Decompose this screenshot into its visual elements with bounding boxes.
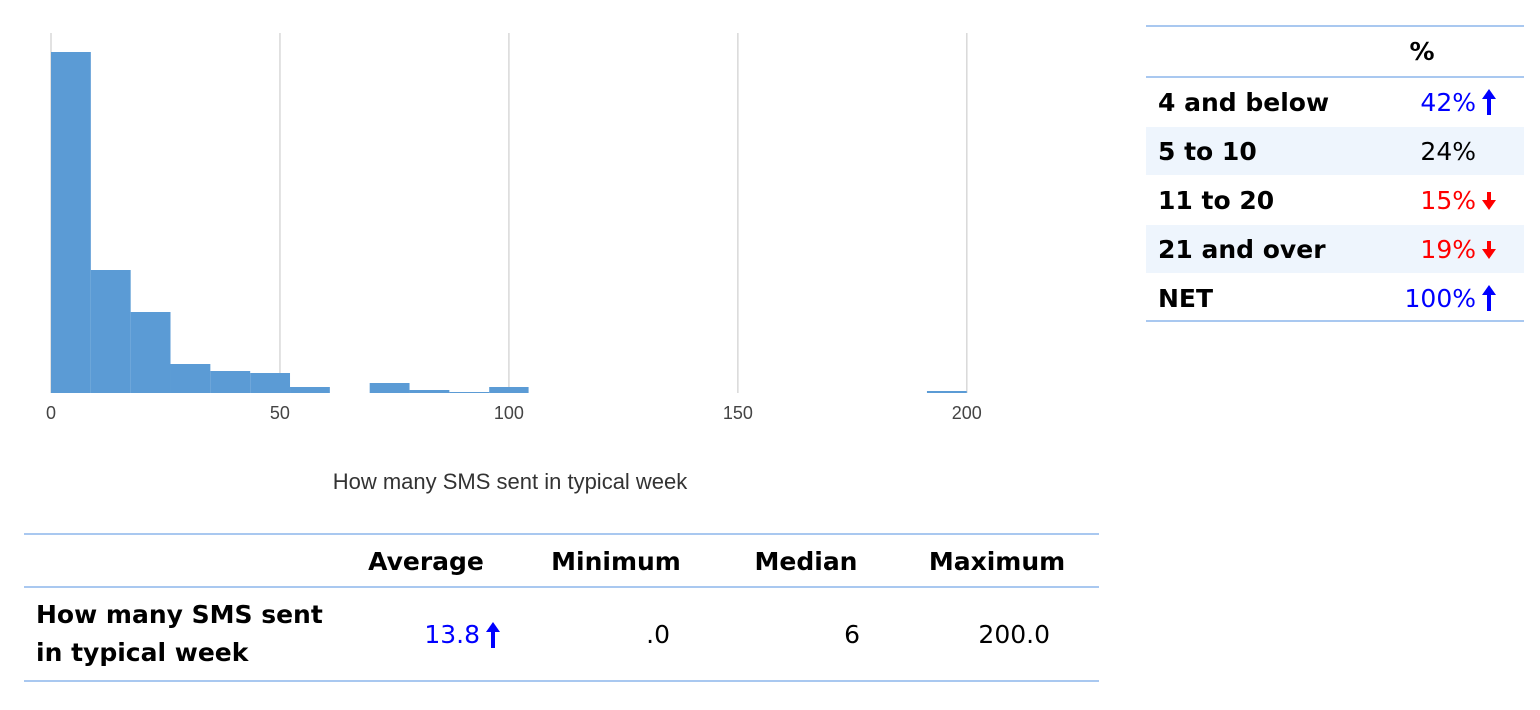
x-tick-label: 100 <box>494 403 524 423</box>
trend-arrow <box>1482 192 1496 210</box>
histogram: How many SMS sent in typical week 0 50 100… <box>46 33 982 494</box>
arrow-shape <box>1482 192 1496 210</box>
cell-value: 6 <box>844 619 860 649</box>
bar <box>170 364 211 393</box>
x-axis-label: How many SMS sent in typical week <box>333 469 689 494</box>
bar <box>489 387 529 393</box>
trend-arrow <box>486 622 500 648</box>
bar <box>210 371 251 393</box>
bar <box>369 383 410 393</box>
row-value: 24% <box>1420 136 1476 166</box>
row-value: 15% <box>1420 185 1476 215</box>
arrow-shape <box>486 622 500 648</box>
row-value: 42% <box>1420 87 1476 117</box>
bar <box>926 391 967 393</box>
row-label: 11 to 20 <box>1158 185 1275 215</box>
bar <box>90 270 131 393</box>
bar <box>290 387 330 393</box>
column-header: Median <box>754 546 858 576</box>
table-border <box>1146 76 1524 78</box>
row-value: 100% <box>1404 283 1476 313</box>
table-border <box>1146 320 1524 322</box>
column-header: Average <box>368 546 484 576</box>
table-border <box>24 586 1099 588</box>
table-border <box>1146 25 1524 27</box>
table-border <box>24 680 1099 682</box>
x-tick-label: 150 <box>723 403 753 423</box>
cell-value: .0 <box>646 619 670 649</box>
row-label: 5 to 10 <box>1158 136 1257 166</box>
table-border <box>24 533 1099 535</box>
x-tick-label: 50 <box>270 403 290 423</box>
arrow-shape <box>1482 89 1496 115</box>
row-shade <box>1146 225 1524 273</box>
trend-arrow <box>1482 241 1496 259</box>
cell-value: 200.0 <box>978 619 1050 649</box>
bar <box>130 312 171 393</box>
row-shade <box>1146 127 1524 175</box>
bar <box>250 373 291 393</box>
x-tick-label: 0 <box>46 403 56 423</box>
arrow-shape <box>1482 285 1496 311</box>
cell-value: 13.8 <box>424 619 480 649</box>
arrow-shape <box>1482 241 1496 259</box>
row-label: 21 and over <box>1158 234 1326 264</box>
row-label: 4 and below <box>1158 87 1330 117</box>
trend-arrow <box>1482 89 1496 115</box>
row-label: How many SMS sent in typical week <box>36 600 323 667</box>
column-header: Minimum <box>551 546 681 576</box>
trend-arrow <box>1482 285 1496 311</box>
bar <box>51 52 91 393</box>
row-value: 19% <box>1420 234 1476 264</box>
column-header: Maximum <box>928 546 1066 576</box>
x-tick-label: 200 <box>952 403 982 423</box>
row-label: NET <box>1158 283 1214 313</box>
bar <box>449 392 490 393</box>
bar <box>409 390 450 393</box>
column-header: % <box>1409 37 1435 66</box>
